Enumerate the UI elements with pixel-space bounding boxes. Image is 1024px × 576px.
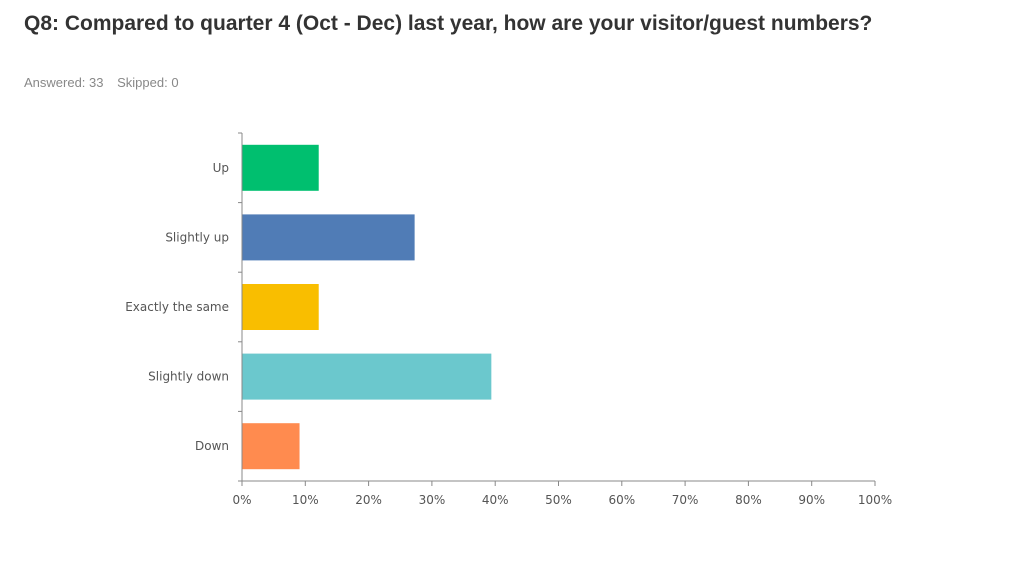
x-tick-label: 10% — [292, 493, 319, 507]
bar-down — [242, 423, 300, 470]
x-tick-label: 20% — [355, 493, 382, 507]
x-tick-label: 80% — [735, 493, 762, 507]
x-tick-label: 40% — [482, 493, 509, 507]
bar-up — [242, 144, 319, 191]
category-label-down: Down — [195, 439, 229, 453]
question-title: Q8: Compared to quarter 4 (Oct - Dec) la… — [24, 12, 873, 35]
bar-exactly-the-same — [242, 284, 319, 330]
category-label-exactly-the-same: Exactly the same — [125, 300, 229, 314]
bar-slightly-up — [242, 214, 415, 261]
x-tick-label: 70% — [672, 493, 699, 507]
bar-slightly-down — [242, 353, 492, 400]
x-tick-label: 50% — [545, 493, 572, 507]
x-tick-label: 60% — [608, 493, 635, 507]
category-label-up: Up — [213, 161, 229, 175]
x-tick-label: 30% — [419, 493, 446, 507]
response-summary: Answered: 33 Skipped: 0 — [24, 75, 189, 90]
axis-layer: Up Slightly up Exactly the same Slightly do… — [125, 132, 892, 507]
x-tick-label: 90% — [798, 493, 825, 507]
x-tick-label: 100% — [858, 493, 892, 507]
bars-layer — [242, 144, 492, 470]
x-tick-label: 0% — [232, 493, 251, 507]
category-label-slightly-up: Slightly up — [165, 230, 229, 244]
category-label-slightly-down: Slightly down — [148, 370, 229, 384]
answered-count: Answered: 33 — [24, 75, 104, 90]
skipped-count: Skipped: 0 — [117, 75, 179, 90]
